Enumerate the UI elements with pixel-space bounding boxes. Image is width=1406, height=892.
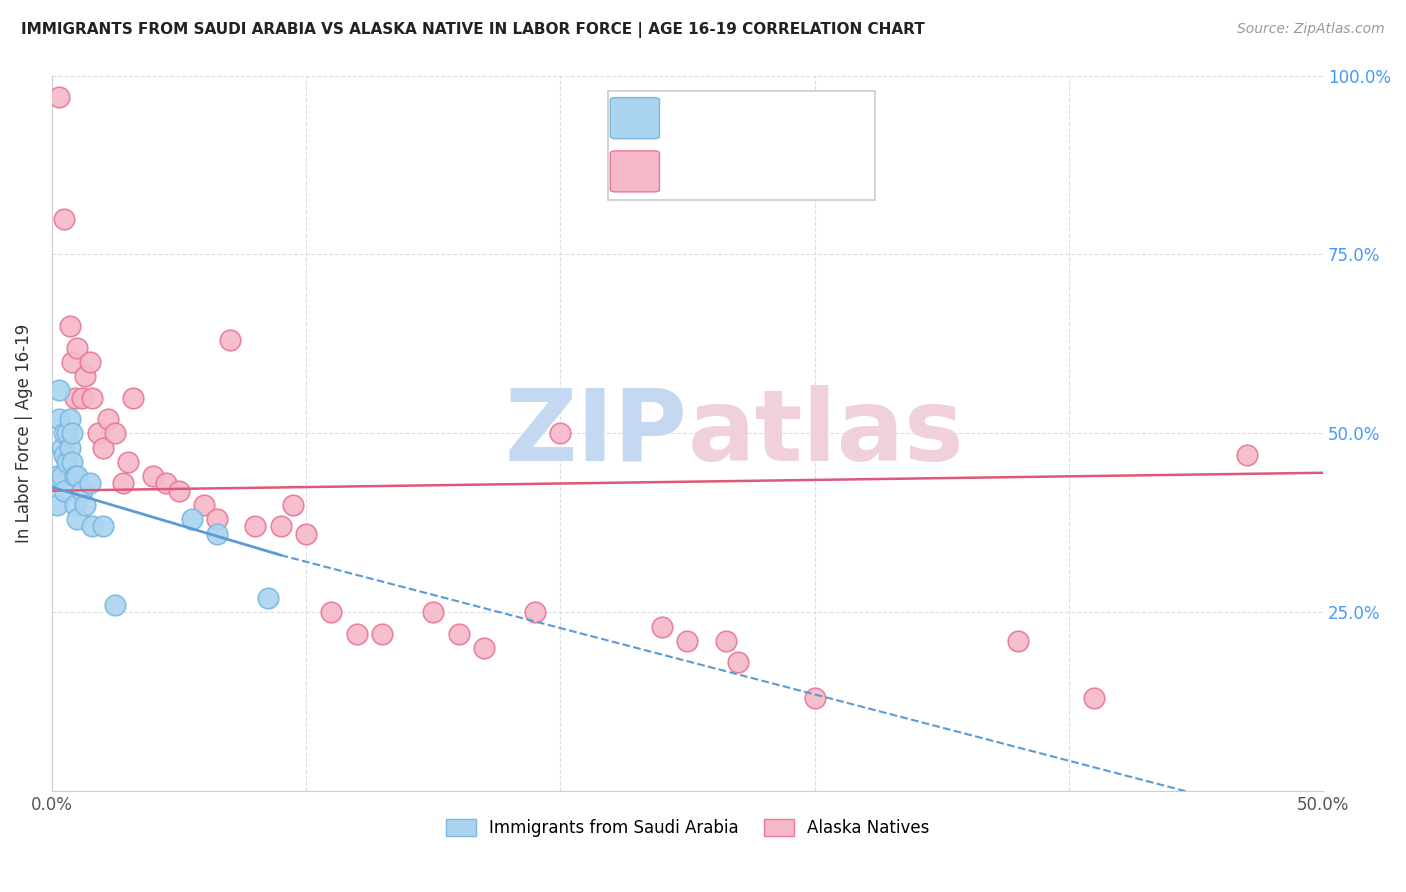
Point (53, 448, 76, 462)
Point (51, 469, 73, 483)
Point (167, 483, 190, 498)
Point (53, 211, 76, 226)
Point (73, 498, 96, 512)
Point (56, 455, 79, 469)
Point (180, 512, 202, 526)
Text: atlas: atlas (688, 384, 965, 482)
Point (66, 469, 89, 483)
Point (472, 641, 495, 656)
Point (63, 391, 86, 405)
Point (651, 620, 673, 634)
Point (142, 469, 165, 483)
Point (523, 605, 546, 619)
Point (371, 627, 394, 641)
Point (86, 426, 108, 441)
Point (447, 627, 470, 641)
Point (295, 526, 318, 541)
Point (48, 90, 70, 104)
Point (257, 591, 280, 605)
Text: ZIP: ZIP (505, 384, 688, 482)
Point (346, 627, 368, 641)
Point (243, 519, 266, 533)
Point (1083, 691, 1105, 706)
Point (58, 412, 80, 426)
Point (550, 426, 572, 441)
Point (205, 512, 228, 526)
Point (66, 341, 89, 355)
Point (53, 483, 76, 498)
Point (48, 384, 70, 398)
Point (193, 498, 215, 512)
Point (58, 441, 80, 455)
Point (714, 634, 737, 648)
Point (48, 412, 70, 426)
Point (51, 441, 73, 455)
Point (117, 455, 139, 469)
Point (1007, 634, 1029, 648)
Point (63, 498, 86, 512)
Point (45, 498, 67, 512)
Point (79, 476, 101, 491)
Point (155, 476, 177, 491)
Point (676, 634, 699, 648)
Point (63, 469, 86, 483)
Point (1236, 448, 1258, 462)
Point (60, 355, 83, 369)
Point (218, 334, 240, 348)
Point (73, 369, 96, 384)
Point (104, 598, 127, 612)
Y-axis label: In Labor Force | Age 16-19: In Labor Force | Age 16-19 (15, 324, 32, 543)
Point (82, 391, 104, 405)
Point (283, 498, 305, 512)
Point (422, 605, 444, 619)
Text: Source: ZipAtlas.com: Source: ZipAtlas.com (1237, 22, 1385, 37)
Point (66, 512, 89, 526)
Point (803, 691, 825, 706)
Point (53, 426, 76, 441)
Point (82, 519, 104, 533)
Point (104, 426, 127, 441)
Point (97, 412, 120, 426)
Point (205, 526, 228, 541)
Point (122, 391, 145, 405)
Point (270, 519, 292, 533)
Legend: Immigrants from Saudi Arabia, Alaska Natives: Immigrants from Saudi Arabia, Alaska Nat… (439, 813, 936, 844)
Point (58, 319, 80, 334)
Point (91, 519, 114, 533)
Point (91, 441, 114, 455)
Point (72, 483, 94, 498)
Point (79, 355, 101, 369)
Point (60, 455, 83, 469)
Point (45, 469, 67, 483)
Point (60, 426, 83, 441)
Point (727, 656, 749, 670)
Point (72, 391, 94, 405)
Point (111, 476, 134, 491)
Text: IMMIGRANTS FROM SAUDI ARABIA VS ALASKA NATIVE IN LABOR FORCE | AGE 16-19 CORRELA: IMMIGRANTS FROM SAUDI ARABIA VS ALASKA N… (21, 22, 925, 38)
Point (56, 426, 79, 441)
Point (321, 605, 343, 619)
